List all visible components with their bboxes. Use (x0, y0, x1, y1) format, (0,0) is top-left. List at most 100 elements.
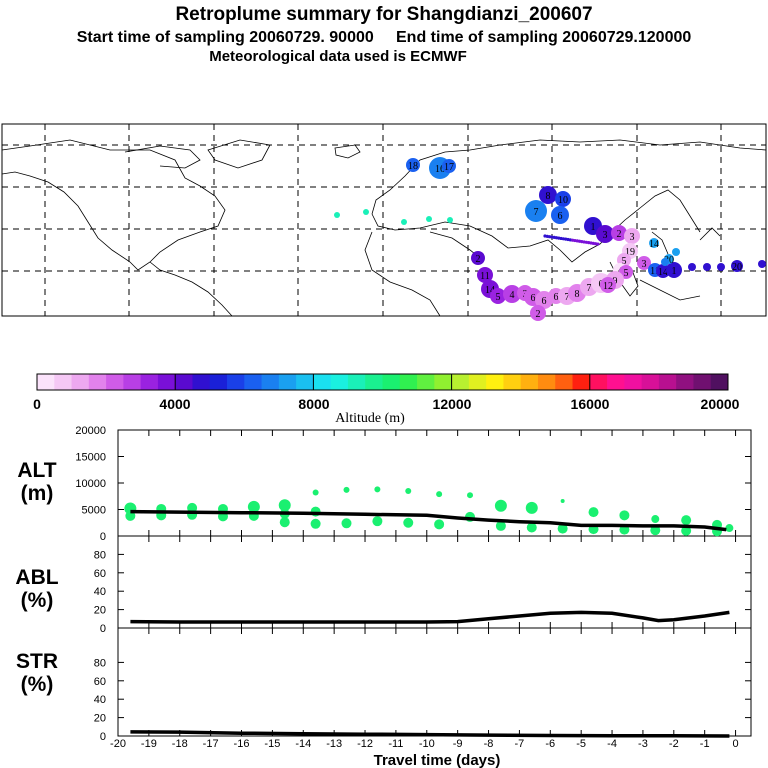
str-panel-label-1: STR (16, 650, 58, 673)
plume-cluster (477, 267, 493, 283)
colorbar-cell (399, 374, 418, 390)
plume-cluster-label: 7 (534, 207, 539, 218)
colorbar-cell (417, 374, 435, 390)
colorbar-cell (313, 374, 332, 390)
plume-cluster-label: 5 (624, 268, 629, 279)
colorbar-cell (710, 374, 729, 390)
alt-cluster-point (525, 501, 538, 514)
abl-y-tick-label: 80 (94, 549, 106, 561)
alt-cluster-point (588, 507, 599, 518)
alt-cluster-point (434, 519, 445, 530)
title-line-1: Retroplume summary for Shangdianzi_20060… (175, 4, 592, 25)
plume-cluster-label: 11 (480, 271, 490, 282)
plume-cluster (447, 217, 453, 223)
x-tick-label: -15 (264, 738, 280, 750)
x-tick-label: -8 (484, 738, 494, 750)
colorbar-cell (693, 374, 712, 390)
plume-cluster (442, 159, 456, 173)
plume-cluster (363, 209, 369, 215)
colorbar-cell (589, 374, 608, 390)
plume-cluster-label: 8 (575, 289, 580, 300)
x-tick-label: -14 (295, 738, 311, 750)
plume-cluster (666, 262, 682, 278)
plume-cluster-label: 2 (476, 254, 481, 265)
alt-cluster-point (310, 518, 321, 529)
str-panel-label-2: (%) (21, 673, 54, 696)
x-tick-label: -16 (234, 738, 250, 750)
alt-panel-label-2: (m) (21, 482, 54, 505)
plume-cluster-label: 20 (732, 262, 742, 273)
plume-cluster-label: 5 (622, 256, 627, 267)
colorbar-label: Altitude (m) (335, 411, 405, 426)
plume-cluster (624, 228, 640, 244)
alt-cluster-point (247, 500, 260, 513)
plume-cluster (503, 285, 521, 303)
plume-cluster-label: 3 (630, 232, 635, 243)
plume-cluster-label: 17 (444, 162, 454, 173)
x-tick-label: -18 (172, 738, 188, 750)
colorbar-cell (434, 374, 453, 390)
plume-cluster (555, 191, 571, 207)
plume-cluster (525, 200, 547, 222)
x-tick-label: 0 (732, 738, 738, 750)
alt-panel-label-1: ALT (17, 459, 56, 482)
colorbar-cell (296, 374, 314, 390)
colorbar-cell (658, 374, 677, 390)
alt-cluster-point (405, 487, 412, 494)
alt-y-tick-label: 15000 (75, 452, 106, 464)
colorbar-cell (261, 374, 280, 390)
plume-cluster (600, 277, 616, 293)
alt-cluster-point (279, 517, 290, 528)
colorbar-cell (71, 374, 90, 390)
alt-cluster-point (651, 515, 660, 524)
colorbar-cell (451, 374, 470, 390)
str-y-tick-label: 40 (94, 694, 106, 706)
x-axis-label: Travel time (days) (374, 752, 501, 768)
plume-cluster-label: 18 (408, 161, 418, 172)
plume-cluster (688, 263, 696, 271)
str-y-tick-label: 60 (94, 676, 106, 688)
plume-cluster-label: 5 (496, 292, 501, 303)
colorbar-cell (555, 374, 574, 390)
alt-y-ticks: 0 5000 10000 15000 20000 (75, 425, 751, 543)
alt-cluster-point (619, 510, 630, 521)
x-tick-label: -1 (700, 738, 710, 750)
plume-cluster-label: 8 (546, 191, 551, 202)
plume-cluster (758, 260, 766, 268)
colorbar-cell (468, 374, 487, 390)
x-tick-label: -20 (110, 738, 126, 750)
abl-y-tick-label: 20 (94, 605, 106, 617)
alt-cluster-point (494, 499, 507, 512)
coastlines (1, 139, 767, 317)
x-tick-label: -4 (607, 738, 617, 750)
colorbar-frame (36, 373, 729, 391)
x-tick-label: -6 (545, 738, 555, 750)
str-line (130, 730, 730, 738)
colorbar-cell (486, 374, 504, 390)
title-line-2: Start time of sampling 20060729. 90000 E… (77, 29, 692, 46)
x-tick-label: -11 (388, 738, 403, 750)
alt-cluster-point (557, 523, 568, 534)
alt-cluster-point (560, 499, 565, 504)
plume-cluster (703, 263, 711, 271)
plume-trail-dot (596, 242, 600, 246)
map-plume: 1816178107613231954531114114202111454366… (334, 157, 766, 321)
alt-cluster-point (526, 522, 537, 533)
colorbar-cell (37, 374, 55, 390)
str-y-tick-label: 20 (94, 713, 106, 725)
alt-cluster-point (725, 524, 734, 533)
colorbar-cells (37, 374, 729, 390)
plume-cluster-label: 2 (536, 309, 541, 320)
title-line-3: Meteorological data used is ECMWF (209, 48, 467, 65)
x-tick-label: -12 (357, 738, 373, 750)
plume-cluster-label: 2 (617, 229, 622, 240)
plume-cluster-label: 1 (591, 222, 596, 233)
alt-cluster-point (374, 486, 381, 493)
alt-cluster-point (681, 515, 692, 526)
x-tick-label: -19 (141, 738, 157, 750)
plume-cluster (731, 260, 743, 272)
plume-cluster-label: 1 (672, 266, 677, 277)
colorbar-cell (347, 374, 366, 390)
colorbar-major-lines (174, 374, 591, 390)
